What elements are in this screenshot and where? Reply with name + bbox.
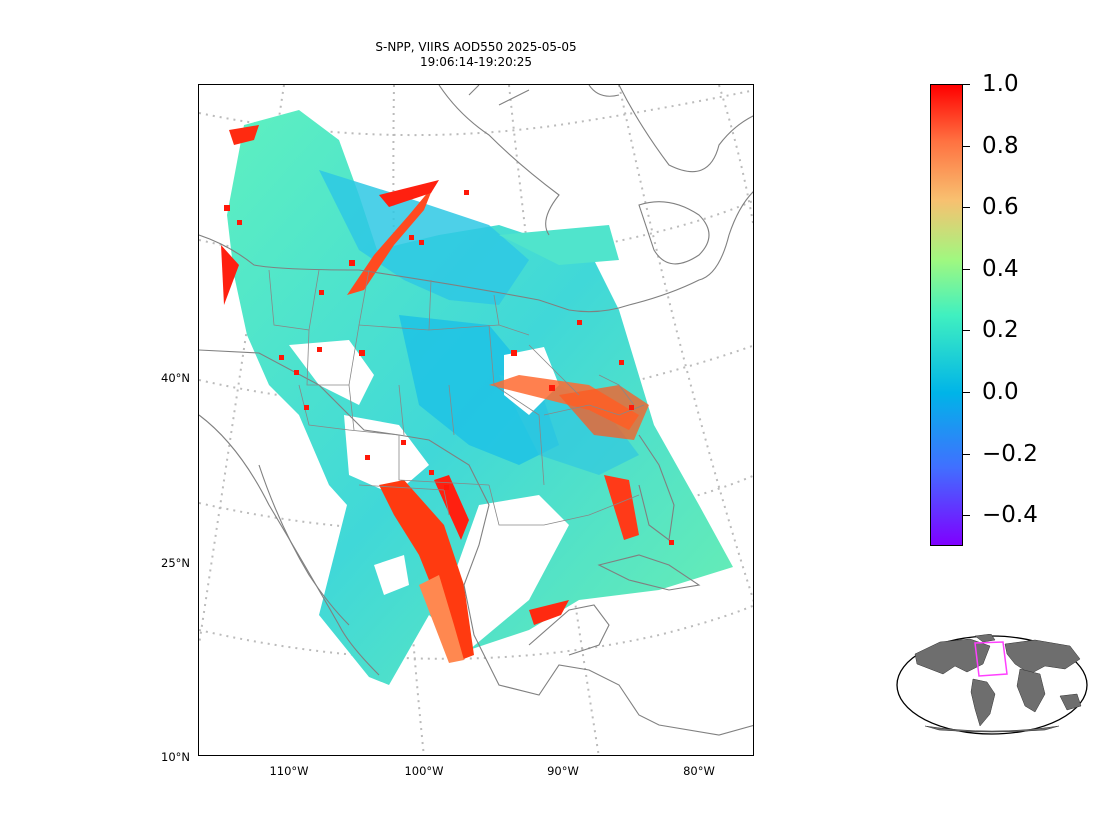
colorbar-tick [963, 84, 970, 85]
colorbar-tick [963, 330, 970, 332]
colorbar-tick-label: 0.2 [982, 317, 1019, 344]
lon-label-80w: 80°W [683, 764, 715, 778]
colorbar-tick [963, 453, 970, 455]
high-aod-scatter [224, 190, 674, 545]
lon-label-110w: 110°W [269, 764, 309, 778]
colorbar-tick-label: −0.4 [982, 502, 1038, 529]
aod-swath [221, 110, 733, 685]
lat-label-25n: 25°N [161, 556, 190, 570]
coastlines-borders [199, 85, 753, 736]
aod-map [198, 84, 754, 756]
lon-label-100w: 100°W [404, 764, 444, 778]
colorbar-tick [963, 515, 970, 517]
colorbar-tick-label: 0.4 [982, 255, 1019, 282]
inset-extent-box [974, 641, 1008, 677]
colorbar-tick-label: 0.8 [982, 132, 1019, 159]
colorbar-tick [963, 145, 970, 147]
aod-map-canvas [199, 85, 753, 755]
plot-title-line2: 19:06:14-19:20:25 [419, 55, 533, 69]
lat-label-40n: 40°N [161, 371, 190, 385]
lon-label-90w: 90°W [547, 764, 579, 778]
colorbar [930, 84, 963, 546]
colorbar-tick-label: 1.0 [982, 71, 1019, 97]
colorbar-tick [963, 207, 970, 209]
colorbar-tick-label: −0.2 [982, 440, 1038, 467]
inset-continents [914, 634, 1082, 733]
plot-title: S-NPP, VIIRS AOD550 2025-05-05 19:06:14-… [276, 40, 676, 70]
inset-globe [896, 634, 1088, 735]
lat-label-10n: 10°N [161, 750, 190, 764]
colorbar-tick [963, 392, 970, 393]
colorbar-tick-label: 0.0 [982, 379, 1019, 405]
plot-title-line1: S-NPP, VIIRS AOD550 2025-05-05 [375, 40, 577, 54]
colorbar-tick-label: 0.6 [982, 194, 1019, 221]
colorbar-tick [963, 268, 970, 270]
